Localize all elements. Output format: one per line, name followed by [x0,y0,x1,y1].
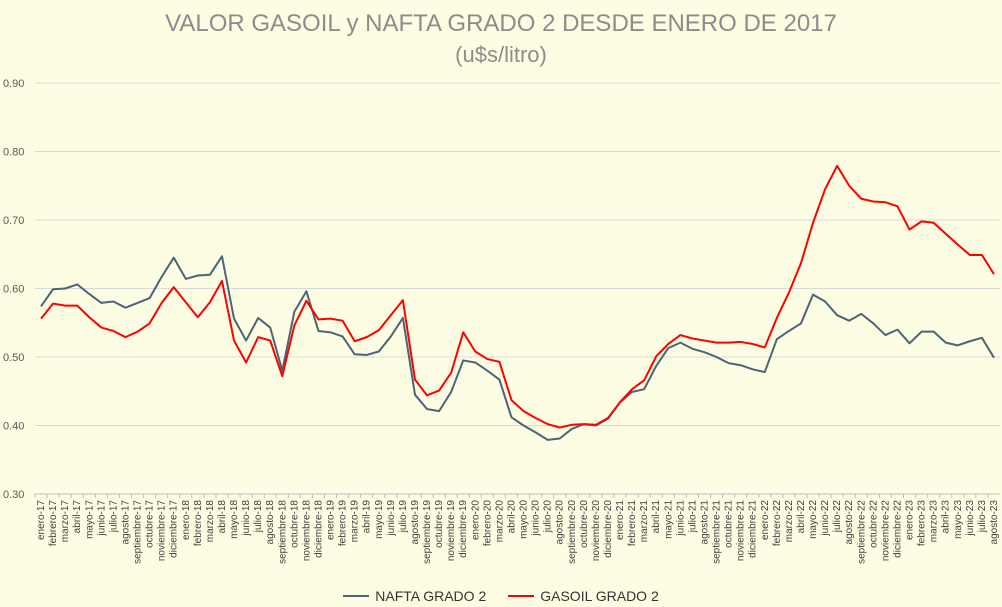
y-tick-label: 0.50 [3,352,24,364]
y-tick-label: 0.90 [3,78,24,90]
x-tick-label: octubre-22 [868,500,879,548]
x-tick-label: mayo-17 [84,500,95,539]
y-tick-label: 0.60 [3,284,24,296]
x-tick-label: junio-20 [531,500,542,537]
chart-title: VALOR GASOIL y NAFTA GRADO 2 DESDE ENERO… [165,10,837,37]
x-tick-label: diciembre-17 [169,500,180,558]
y-tick-label: 0.70 [3,215,24,227]
x-tick-label: abril-23 [941,500,952,534]
x-tick-label: noviembre-22 [880,500,891,562]
x-tick-label: abril-22 [796,500,807,534]
x-tick-label: junio-23 [965,500,976,537]
series-line-gasoil [40,164,995,429]
x-tick-label: febrero-21 [627,500,638,547]
x-tick-label: septiembre-19 [422,500,433,564]
x-tick-label: enero-17 [36,500,47,540]
chart-subtitle: (u$s/litro) [455,42,547,67]
x-tick-label: julio-23 [977,500,988,534]
x-tick-label: julio-20 [543,500,554,534]
x-tick-label: enero-22 [760,500,771,540]
x-tick-label: marzo-19 [350,500,361,543]
x-tick-label: junio-18 [241,500,252,537]
x-tick-label: junio-22 [820,500,831,537]
x-tick-label: noviembre-21 [736,500,747,562]
x-tick-label: febrero-20 [482,500,493,547]
x-tick-label: febrero-23 [917,500,928,547]
x-tick-label: diciembre-22 [892,500,903,558]
x-tick-label: septiembre-18 [277,500,288,564]
x-tick-label: abril-17 [72,500,83,534]
x-tick-label: septiembre-17 [133,500,144,564]
x-tick-label: mayo-18 [229,500,240,539]
x-tick-label: octubre-20 [579,500,590,548]
x-tick-label: noviembre-18 [301,500,312,562]
x-tick-label: julio-18 [253,500,264,534]
x-tick-label: diciembre-21 [748,500,759,558]
x-tick-label: abril-19 [362,500,373,534]
x-tick-label: mayo-21 [663,500,674,539]
x-tick-label: febrero-17 [48,500,59,547]
x-tick-label: febrero-18 [193,500,204,547]
x-tick-label: junio-19 [386,500,397,537]
x-tick-label: enero-18 [181,500,192,540]
x-tick-label: julio-17 [108,500,119,534]
x-tick-label: septiembre-20 [567,500,578,564]
x-tick-label: septiembre-22 [856,500,867,564]
x-tick-label: abril-21 [651,500,662,534]
legend-swatch-gasoil [508,595,535,597]
x-tick-label: agosto-20 [555,500,566,545]
legend-swatch-nafta [343,595,370,597]
series-line-nafta [40,255,995,441]
x-tick-label: marzo-20 [494,500,505,543]
x-tick-label: noviembre-19 [446,500,457,562]
x-tick-label: noviembre-20 [591,500,602,562]
x-tick-label: octubre-18 [289,500,300,548]
x-tick-label: diciembre-20 [603,500,614,558]
legend-item-nafta: NAFTA GRADO 2 [343,588,486,604]
legend: NAFTA GRADO 2 GASOIL GRADO 2 [0,588,1002,604]
x-tick-label: noviembre-17 [157,500,168,562]
x-tick-label: mayo-23 [953,500,964,539]
x-tick-label: julio-21 [687,500,698,534]
x-tick-label: octubre-17 [145,500,156,548]
x-tick-label: diciembre-18 [313,500,324,558]
x-tick-label: septiembre-21 [712,500,723,564]
legend-item-gasoil: GASOIL GRADO 2 [508,588,659,604]
y-tick-label: 0.30 [3,489,24,501]
x-tick-label: febrero-22 [772,500,783,547]
x-tick-label: enero-23 [905,500,916,540]
x-tick-label: diciembre-19 [458,500,469,558]
y-tick-label: 0.80 [3,147,24,159]
x-tick-label: agosto-23 [989,500,1000,545]
x-tick-label: enero-19 [326,500,337,540]
x-tick-label: julio-22 [832,500,843,534]
x-tick-label: marzo-22 [784,500,795,543]
x-tick-label: marzo-18 [205,500,216,543]
x-tick-label: febrero-19 [338,500,349,547]
legend-label-gasoil: GASOIL GRADO 2 [540,588,659,604]
x-tick-label: enero-21 [615,500,626,540]
x-tick-label: enero-20 [470,500,481,540]
x-tick-label: agosto-22 [844,500,855,545]
x-tick-label: junio-17 [96,500,107,537]
x-tick-label: mayo-22 [808,500,819,539]
x-tick-label: marzo-23 [929,500,940,543]
x-tick-label: abril-18 [217,500,228,534]
x-tick-label: octubre-19 [434,500,445,548]
legend-label-nafta: NAFTA GRADO 2 [375,588,487,604]
x-tick-label: agosto-18 [265,500,276,545]
x-tick-label: mayo-19 [374,500,385,539]
x-tick-label: agosto-17 [120,500,131,545]
x-tick-label: julio-19 [398,500,409,534]
x-tick-label: junio-21 [675,500,686,537]
x-tick-label: octubre-21 [724,500,735,548]
x-tick-label: marzo-21 [639,500,650,543]
x-tick-label: mayo-20 [519,500,530,539]
x-tick-label: agosto-21 [699,500,710,545]
x-tick-label: abril-20 [506,500,517,534]
x-tick-label: agosto-19 [410,500,421,545]
y-tick-label: 0.40 [3,421,24,433]
x-tick-label: marzo-17 [60,500,71,543]
